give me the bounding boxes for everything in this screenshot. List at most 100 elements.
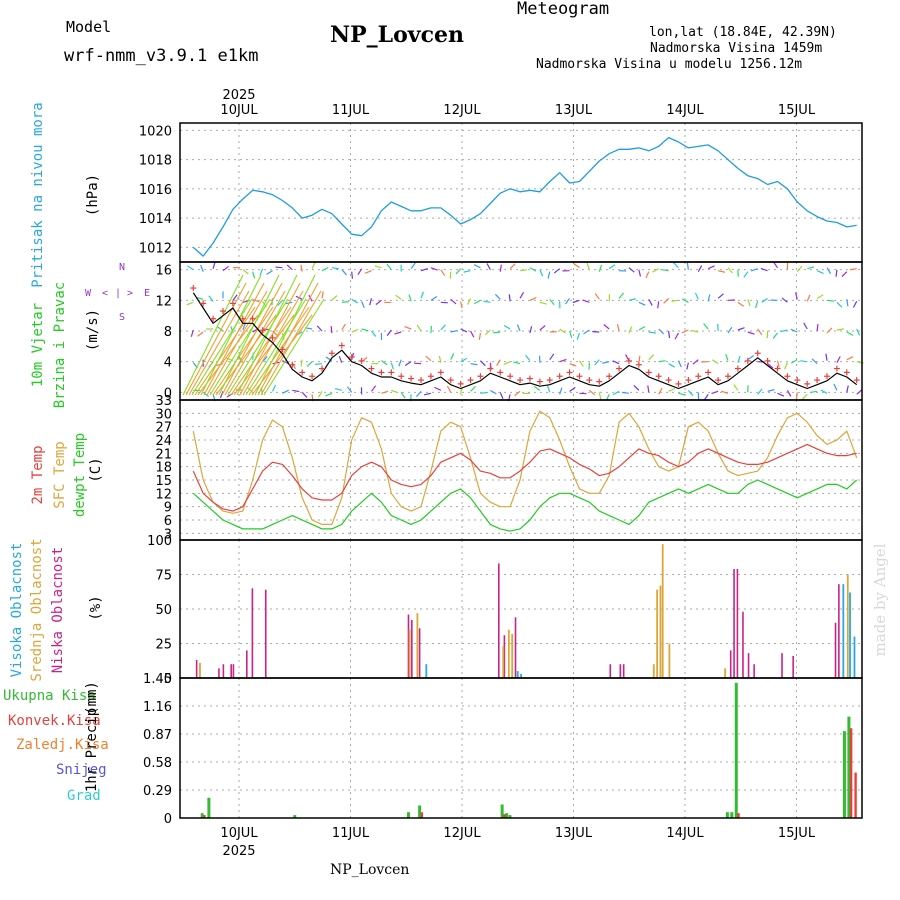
wind-arrow [351,298,359,304]
wind-arrow [652,268,659,273]
precip-total-bar [842,731,846,818]
wind-fan-arrow [257,282,319,396]
wind-arrow [202,391,210,398]
wind-arrow [767,363,774,369]
wind-arrow [242,323,246,331]
wind-arrow [852,301,858,308]
wind-arrow [480,360,486,367]
wind-arrow [645,271,650,279]
wind-arrow [754,301,759,309]
wind-arrow [761,297,768,303]
precip-legend-total: Ukupna Kisa [3,688,96,704]
mid-cloud-bar [656,589,659,678]
cloud-ylabel-high: Visoka Oblacnost [9,543,25,678]
precip-total-bar [730,812,734,818]
wind-arrow [569,386,576,392]
day-label-bottom: 13JUL [555,826,593,841]
year-label-bottom: 2025 [222,844,255,859]
wind-arrow [292,389,300,393]
low-cloud-bar [742,611,744,678]
wind-arrow [440,324,446,331]
meteogram-label: Meteogram [517,0,610,19]
wind-arrow [747,299,751,307]
wind-arrow [519,291,525,299]
wind-arrow [772,261,778,269]
credit-watermark: made by Angel [871,543,889,656]
wind-arrow [275,266,283,269]
wind-arrow [514,390,521,397]
wind-arrow [790,359,798,364]
wind-arrow [826,299,835,302]
wind-fan-arrow [263,298,325,396]
wind-arrow [608,264,616,270]
wind-arrow [846,331,854,336]
day-label-top: 15JUL [778,103,816,118]
wind-arrow [565,297,571,305]
wind-unit: (m/s) [85,309,101,351]
wind-arrow [691,329,699,333]
station-altitude: Nadmorska Visina 1459m [650,41,823,56]
wind-arrow [480,391,488,394]
wind-arrow [826,267,832,275]
wind-arrow [212,261,216,269]
wind-arrow [301,391,308,398]
wind-arrow [306,361,313,367]
wind-fan-arrow [248,306,310,396]
wind-arrow [490,389,497,395]
wind-arrow [404,361,412,366]
wind-arrow [200,264,204,272]
wind-arrow [450,353,455,360]
wind-arrow [404,326,412,330]
wind-arrow [262,356,268,363]
wind-arrow [687,389,694,397]
y-tick-label: 6 [164,514,172,529]
frames-layer [179,122,863,819]
wind-arrow [658,387,663,395]
wind-arrow [835,269,838,277]
wind-arrow [616,324,620,332]
wind-fan-arrow [218,274,280,396]
mid-cloud-bar [507,629,510,678]
wind-arrow [408,294,412,302]
wind-arrow [425,355,432,362]
day-label-bottom: 15JUL [778,826,816,841]
precip-legend-convective: Konvek.Kisa [8,713,101,729]
wind-arrow [667,330,671,339]
wind-arrow [494,293,501,300]
y-tick-label: 1.16 [143,700,172,715]
day-label-top: 11JUL [332,103,370,118]
wind-arrow [681,298,689,303]
wind-arrow [308,294,313,302]
wind-arrow [197,331,204,337]
wind-arrow [569,363,577,367]
wind-arrow [549,353,555,361]
wind-arrow [747,355,754,361]
wind-arrow [525,354,531,362]
wind-arrow [420,268,428,272]
wind-arrow [463,270,471,273]
model-label: Model [66,18,112,36]
day-label-top: 13JUL [555,103,593,118]
wind-arrow [846,385,849,393]
low-cloud-bar [195,660,198,678]
y-tick-label: 1020 [139,124,172,139]
y-tick-label: 0.58 [143,756,172,771]
day-label-top: 10JUL [220,103,258,118]
low-cloud-bar [418,628,421,678]
precip-convective-bar [737,813,740,818]
wind-arrow [638,269,642,277]
y-tick-label: 0.29 [143,784,172,799]
wind-fan-arrow [227,298,289,396]
wind-arrow [800,360,808,363]
wind-arrow [321,291,324,299]
wind-arrow [638,326,646,331]
wind-fan-arrow [224,290,286,396]
wind-arrow [325,392,333,397]
precip-total-bar [200,813,204,818]
wind-arrow [434,386,442,391]
wind-arrow [341,323,346,331]
low-cloud-bar [609,664,612,678]
wind-arrow [790,328,798,333]
low-cloud-bar [622,664,625,678]
